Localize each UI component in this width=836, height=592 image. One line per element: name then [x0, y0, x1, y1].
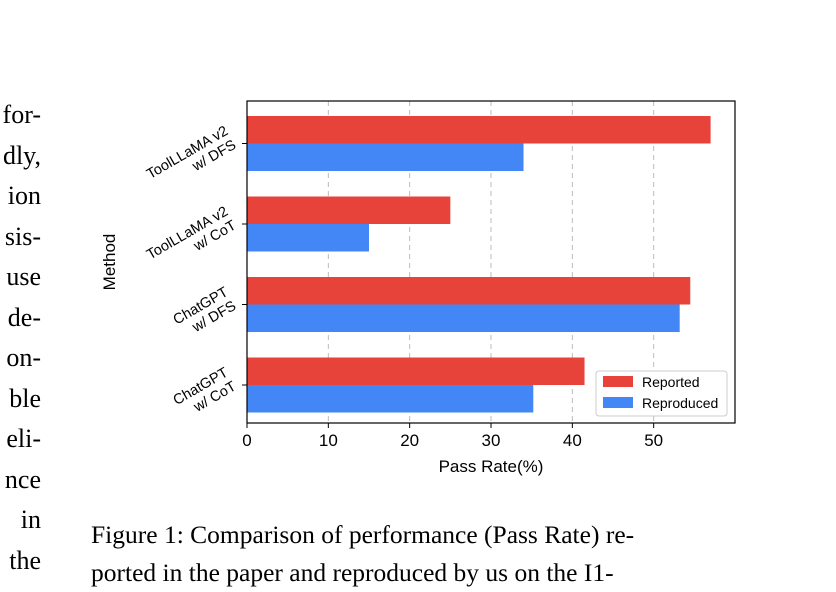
text-line: for-: [2, 100, 41, 129]
y-axis-label: Method: [100, 234, 119, 291]
text-line: eli-: [6, 424, 41, 453]
text-line: nce: [4, 464, 41, 494]
legend-label-reported: Reported: [642, 374, 700, 390]
bar-reported: [247, 196, 451, 224]
text-line: sis-: [4, 221, 41, 251]
y-axis-ticks: ToolLLaMA v2w/ DFS ToolLLaMA v2w/ CoT Chat…: [144, 123, 247, 423]
bar-reported: [247, 357, 585, 385]
chart-svg: 0 10 20 30 40 50 ToolLLaMA v2w/ DFSToolLLaMA …: [100, 100, 736, 476]
text-line: ion: [7, 181, 41, 210]
x-tick-label: 10: [319, 431, 338, 450]
text-line: in: [20, 505, 41, 534]
legend-swatch-reproduced: [603, 397, 633, 408]
x-tick-label: 40: [563, 431, 582, 450]
legend-label-reproduced: Reproduced: [642, 395, 718, 411]
bar-reported: [247, 277, 691, 305]
text-line: dly,: [2, 140, 41, 170]
text-line: use: [6, 262, 41, 291]
legend-swatch-reported: [603, 376, 633, 387]
bar-reproduced: [247, 143, 524, 171]
figure-caption: Figure 1: Comparison of performance (Pas…: [91, 516, 751, 592]
x-tick-label: 50: [644, 431, 663, 450]
x-tick-label: 30: [482, 431, 501, 450]
x-axis-ticks: 0 10 20 30 40 50: [242, 423, 663, 450]
y-tick-label: ChatGPTw/ DFS: [171, 284, 239, 342]
bar-group: [247, 116, 711, 413]
x-axis-label: Pass Rate(%): [439, 457, 544, 476]
text-line: de-: [7, 302, 41, 332]
bar-reported: [247, 116, 711, 144]
bar-reproduced: [247, 385, 534, 413]
bar-reproduced: [247, 224, 369, 252]
x-tick-label: 20: [400, 431, 419, 450]
left-column-text: for- dly, ion sis- use de- on- ble eli- …: [3, 95, 41, 581]
text-line: on-: [6, 343, 41, 372]
text-line: the: [9, 545, 41, 575]
y-tick-label: ToolLLaMA v2w/ DFS: [144, 123, 239, 196]
text-line: ble: [9, 383, 41, 413]
caption-line: ported in the paper and reproduced by us…: [91, 558, 614, 587]
pass-rate-chart: 0 10 20 30 40 50 ToolLLaMA v2w/ DFS ToolLLaMA …: [100, 100, 736, 476]
legend: Reported Reproduced: [595, 370, 728, 417]
caption-line: Figure 1: Comparison of performance (Pas…: [91, 520, 635, 549]
x-tick-label: 0: [242, 431, 251, 450]
bar-reproduced: [247, 304, 680, 332]
y-tick-label: ChatGPTw/ CoT: [171, 365, 239, 423]
y-tick-label: ToolLLaMA v2w/ CoT: [144, 204, 239, 277]
